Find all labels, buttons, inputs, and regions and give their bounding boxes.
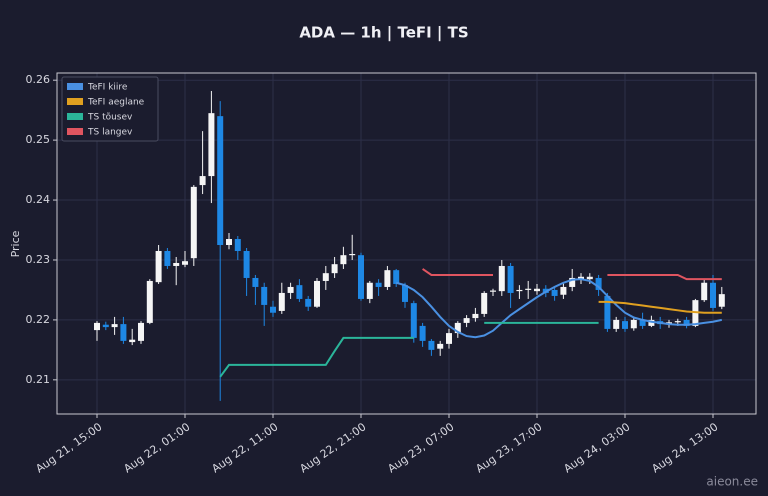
y-tick-label: 0.22 xyxy=(26,313,51,326)
y-tick-label: 0.26 xyxy=(26,73,51,86)
candle-body xyxy=(419,325,426,341)
candle-body xyxy=(674,321,681,323)
y-tick-label: 0.21 xyxy=(26,373,51,386)
candle-body xyxy=(490,290,496,292)
candle-body xyxy=(349,253,356,256)
candle-body xyxy=(569,277,576,287)
chart-title: ADA — 1h | TeFI | TS xyxy=(299,24,468,43)
candle-body xyxy=(314,280,320,307)
candle-body xyxy=(164,250,171,266)
legend-box xyxy=(61,76,159,142)
candle-body xyxy=(208,113,215,177)
candle-body xyxy=(595,277,602,290)
candle-body xyxy=(366,282,373,299)
candle-body xyxy=(199,176,206,186)
candle-body xyxy=(393,270,400,284)
watermark: aieon.ee xyxy=(706,475,758,489)
candle-body xyxy=(278,292,285,311)
candle-body xyxy=(701,282,708,301)
candle-body xyxy=(718,294,725,307)
legend-swatch xyxy=(67,128,83,135)
candle-body xyxy=(243,250,250,278)
candle-body xyxy=(613,319,620,329)
candle-body xyxy=(146,280,153,323)
candle-body xyxy=(190,186,197,259)
candle-body xyxy=(648,319,655,326)
indicator-line xyxy=(422,268,493,276)
candle-body xyxy=(507,265,514,293)
plot-border xyxy=(56,72,757,415)
candle-body xyxy=(622,321,628,329)
candle-body xyxy=(560,286,567,295)
candle-body xyxy=(630,319,637,329)
candle-body xyxy=(375,282,382,287)
y-axis-label: Price xyxy=(9,230,22,257)
legend: TeFI kiire TeFI aeglane TS tõusev TS langev xyxy=(61,76,159,142)
candle-body xyxy=(261,286,268,305)
candle-body xyxy=(402,285,408,302)
candle-body xyxy=(226,239,232,245)
candle-body xyxy=(604,295,611,329)
candle-body xyxy=(586,276,593,280)
indicator-line xyxy=(607,273,722,281)
candle-body xyxy=(173,262,180,266)
candle-body xyxy=(516,289,523,292)
indicator-line xyxy=(395,278,723,339)
candle-body xyxy=(182,261,188,265)
candle-body xyxy=(305,298,312,307)
candle-body xyxy=(551,289,558,296)
candle-body xyxy=(481,292,488,314)
candle-body xyxy=(683,319,690,326)
candle-body xyxy=(498,265,505,292)
candle-body xyxy=(129,339,136,343)
y-tick-label: 0.24 xyxy=(26,193,51,206)
candle-body xyxy=(384,270,391,287)
candle-body xyxy=(155,250,162,283)
candle-body xyxy=(234,239,241,251)
legend-swatch xyxy=(67,98,83,105)
candle-body xyxy=(94,322,100,331)
candle-body xyxy=(270,306,276,313)
candle-body xyxy=(454,322,461,334)
candle-body xyxy=(410,303,417,338)
candle-body xyxy=(111,324,118,328)
candle-body xyxy=(102,324,109,328)
candle-body xyxy=(217,116,224,245)
candle-body xyxy=(138,322,144,341)
y-tick-label: 0.25 xyxy=(26,133,51,146)
candle-body xyxy=(331,264,338,274)
candle-body xyxy=(120,324,127,341)
indicator-line xyxy=(598,300,722,314)
candle-body xyxy=(358,255,364,299)
legend-label: TS langev xyxy=(87,128,133,138)
legend-swatch xyxy=(67,113,83,120)
candle-body xyxy=(437,343,444,349)
legend-label: TS tõusev xyxy=(87,113,133,123)
legend-swatch xyxy=(67,83,83,90)
candle-body xyxy=(340,255,347,265)
candle-body xyxy=(639,319,646,326)
candle-body xyxy=(710,282,716,308)
legend-label: TeFI kiire xyxy=(87,83,128,93)
candle-body xyxy=(322,273,329,281)
indicator-line xyxy=(219,336,414,378)
candle-body xyxy=(463,318,470,323)
candle-body xyxy=(578,276,584,280)
candle-body xyxy=(252,277,259,287)
candle-body xyxy=(446,333,452,344)
candle-body xyxy=(472,313,479,319)
candle-body xyxy=(296,285,303,299)
legend-label: TeFI aeglane xyxy=(87,98,145,108)
candle-body xyxy=(287,286,294,293)
candle-body xyxy=(428,340,435,350)
candle-body xyxy=(534,288,540,292)
y-tick-label: 0.23 xyxy=(26,253,51,266)
candle-body xyxy=(525,288,532,290)
